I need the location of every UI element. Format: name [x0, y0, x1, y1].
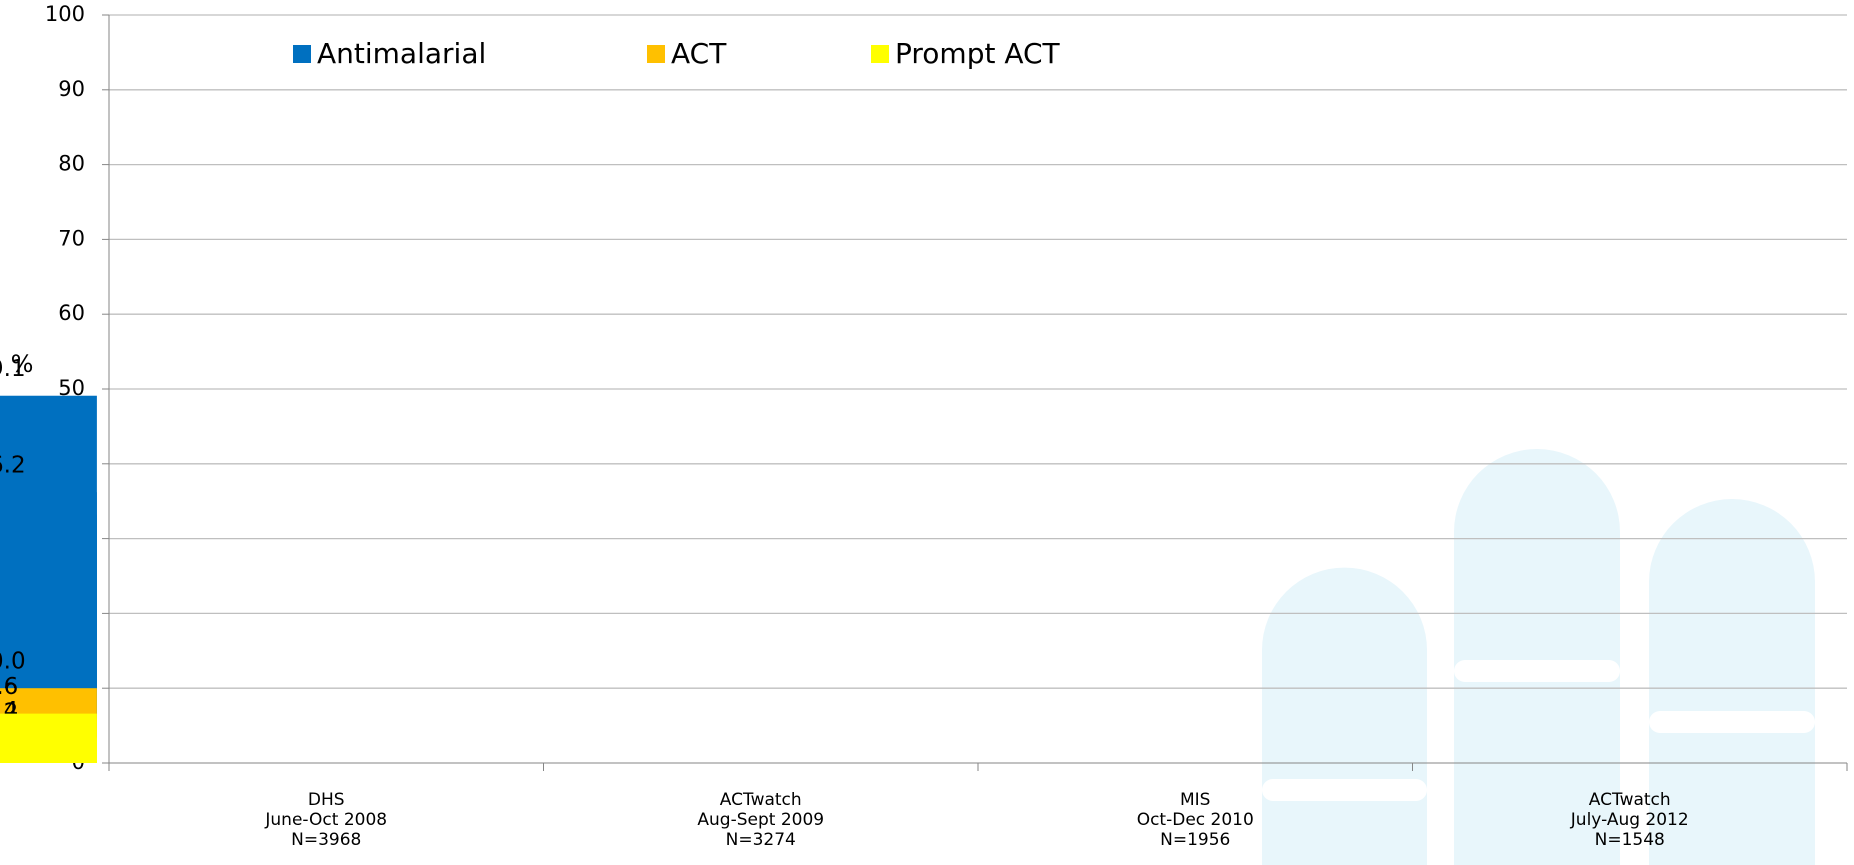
value-label: 6.6 — [0, 674, 18, 700]
value-label: 10.0 — [0, 649, 26, 675]
watermark — [1262, 449, 1815, 865]
y-axis-label: % — [11, 350, 34, 378]
x-tick-label: N=1956 — [1160, 830, 1230, 850]
x-tick-label: DHS — [308, 790, 345, 810]
x-tick-label: MIS — [1180, 790, 1210, 810]
y-tick-label: 100 — [45, 2, 85, 26]
legend-label: ACT — [671, 37, 727, 70]
value-label: 36.2 — [0, 453, 26, 479]
x-tick-label: ACTwatch — [720, 790, 802, 810]
y-tick-label: 80 — [58, 152, 85, 176]
x-tick-label: N=1548 — [1595, 830, 1665, 850]
legend-swatch — [871, 45, 889, 63]
x-tick-label: Oct-Dec 2010 — [1137, 810, 1254, 830]
x-tick-label: N=3968 — [291, 830, 361, 850]
x-tick-label: ACTwatch — [1589, 790, 1671, 810]
bar — [0, 713, 97, 763]
y-tick-label: 90 — [58, 77, 85, 101]
legend-swatch — [647, 45, 665, 63]
x-tick-label: Aug-Sept 2009 — [697, 810, 824, 830]
x-tick-label: N=3274 — [726, 830, 796, 850]
legend-swatch — [293, 45, 311, 63]
y-tick-label: 60 — [58, 301, 85, 325]
value-label: 49.1 — [0, 356, 26, 382]
x-tick-label: July-Aug 2012 — [1570, 810, 1689, 830]
legend-label: Antimalarial — [317, 37, 486, 70]
x-tick-label: June-Oct 2008 — [264, 810, 387, 830]
y-tick-label: 70 — [58, 226, 85, 250]
legend-label: Prompt ACT — [895, 37, 1061, 70]
